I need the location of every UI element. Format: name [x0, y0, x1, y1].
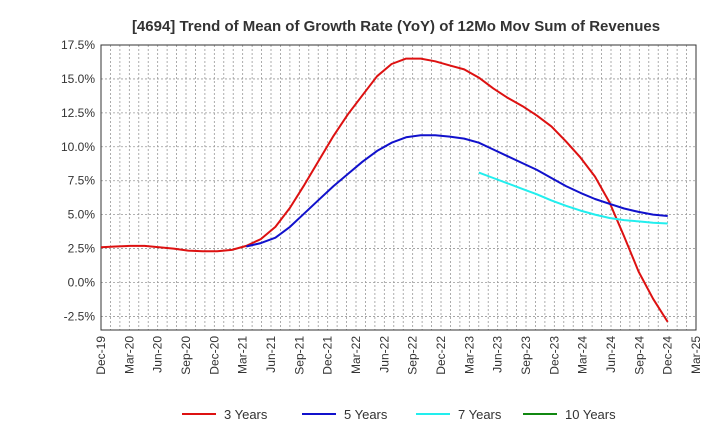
y-tick-label: 2.5%: [68, 242, 96, 256]
x-tick-label: Sep-24: [632, 336, 646, 375]
y-tick-label: 15.0%: [61, 72, 95, 86]
x-tick-label: Dec-20: [207, 336, 221, 375]
y-tick-label: -2.5%: [64, 309, 96, 323]
x-tick-label: Sep-21: [292, 336, 306, 375]
y-tick-label: 7.5%: [68, 174, 96, 188]
x-tick-label: Mar-25: [689, 336, 703, 374]
x-tick-label: Mar-20: [122, 336, 136, 374]
x-tick-label: Mar-22: [349, 336, 363, 374]
x-tick-label: Dec-19: [94, 336, 108, 375]
series-line-3-years: [100, 57, 669, 323]
x-tick-label: Sep-20: [179, 336, 193, 375]
plot-frame: [100, 44, 697, 331]
y-tick-label: 5.0%: [68, 208, 96, 222]
x-tick-label: Jun-23: [491, 336, 505, 373]
legend-label: 3 Years: [224, 407, 268, 422]
x-tick-label: Dec-24: [661, 336, 675, 375]
series-line-7-years: [478, 171, 668, 225]
y-tick-label: 12.5%: [61, 106, 95, 120]
x-tick-label: Sep-23: [519, 336, 533, 375]
series-line-5-years: [246, 134, 668, 248]
legend-label: 10 Years: [565, 407, 616, 422]
x-tick-label: Mar-23: [462, 336, 476, 374]
y-tick-label: 17.5%: [61, 38, 95, 52]
x-tick-label: Mar-21: [236, 336, 250, 374]
x-tick-label: Jun-22: [377, 336, 391, 373]
y-tick-label: 0.0%: [68, 276, 96, 290]
x-tick-label: Jun-20: [151, 336, 165, 373]
x-tick-label: Mar-24: [576, 336, 590, 374]
series-layer: [100, 57, 669, 323]
x-tick-label: Dec-22: [434, 336, 448, 375]
x-tick-label: Sep-22: [406, 336, 420, 375]
x-axis-ticks: Dec-19 Mar-20 Jun-20 Sep-20 Dec-20 Mar-21 Jun-…: [94, 336, 703, 375]
x-tick-label: Dec-21: [321, 336, 335, 375]
y-axis-ticks: 17.5% 15.0% 12.5% 10.0% 7.5% 5.0% 2.5% 0.0% -2.5…: [61, 38, 95, 323]
legend: 3 Years 5 Years 7 Years 10 Years: [182, 407, 616, 422]
x-tick-label: Dec-23: [547, 336, 561, 375]
legend-label: 7 Years: [458, 407, 502, 422]
x-tick-label: Jun-24: [604, 336, 618, 373]
x-tick-label: Jun-21: [264, 336, 278, 373]
legend-label: 5 Years: [344, 407, 388, 422]
y-tick-label: 10.0%: [61, 140, 95, 154]
chart-title: [4694] Trend of Mean of Growth Rate (YoY…: [132, 18, 660, 35]
grid-layer: [100, 44, 697, 330]
